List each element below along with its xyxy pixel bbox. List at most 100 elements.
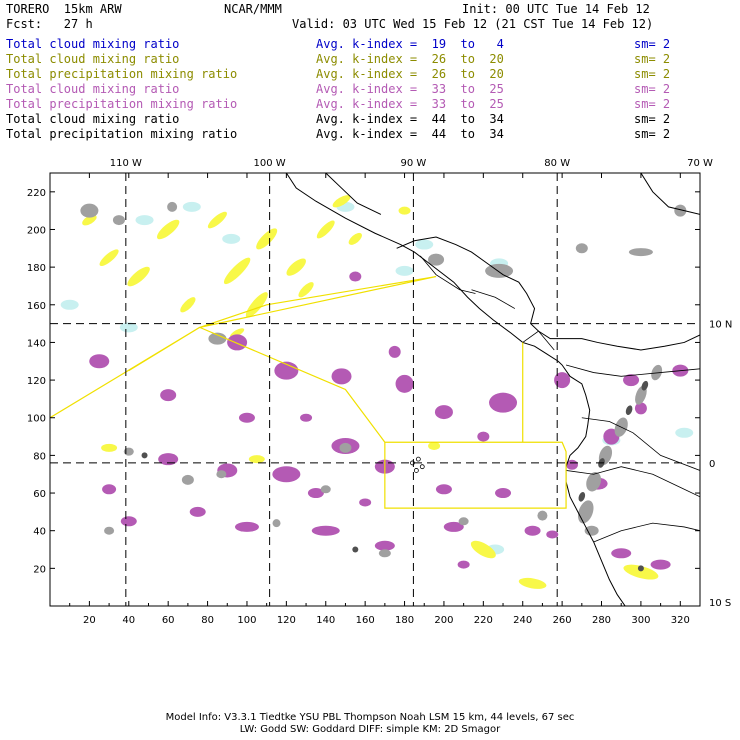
x-tick-label: 100 [237, 615, 256, 626]
legend-field: Total cloud mixing ratio [6, 82, 180, 96]
legend-smoothing: sm= 2 [634, 82, 671, 96]
country-border [522, 330, 555, 351]
valid-time: Valid: 03 UTC Wed 15 Feb 12 (21 CST Tue … [292, 17, 654, 31]
coastline [396, 236, 700, 351]
precip-light-streak [245, 292, 268, 318]
cloud-gray-blob [123, 447, 134, 456]
plot-frame [49, 172, 701, 607]
y-tick-label: 100 [27, 414, 46, 425]
legend-smoothing: sm= 2 [634, 67, 671, 81]
legend-smoothing: sm= 2 [634, 52, 671, 66]
y-tick-label: 160 [27, 301, 46, 312]
init-time: Init: 00 UTC Tue 14 Feb 12 [462, 2, 650, 16]
precip-moderate-blob [623, 374, 640, 387]
latitude-label: 10 N [709, 320, 732, 331]
precip-light-streak [470, 540, 496, 559]
cloud-gray-blob [537, 510, 548, 521]
precip-light-streak [82, 214, 97, 226]
country-border [471, 289, 516, 309]
legend-row: Total cloud mixing ratio Avg. k-index = 3… [6, 82, 736, 97]
precip-light-streak [316, 220, 335, 239]
cloud-light-patch [415, 239, 434, 250]
y-tick-label: 40 [33, 527, 46, 538]
cloud-gray-blob [584, 525, 599, 536]
cloud-light-patch [119, 322, 138, 333]
precip-moderate-blob [374, 540, 395, 551]
andes-cloud-band [586, 472, 602, 492]
y-tick-label: 140 [27, 338, 46, 349]
country-border [581, 417, 700, 471]
x-tick-label: 320 [671, 615, 690, 626]
cloud-gray-blob [674, 204, 687, 217]
country-border [419, 255, 476, 294]
precip-moderate-blob [457, 560, 470, 569]
x-tick-label: 280 [592, 615, 611, 626]
legend-kindex: Avg. k-index = 33 to 25 [316, 82, 504, 96]
legend-row: Total cloud mixing ratio Avg. k-index = 4… [6, 112, 736, 127]
precip-moderate-blob [565, 459, 578, 470]
cloud-gray-blob [104, 526, 115, 535]
deep-convection-core [625, 405, 633, 416]
precip-moderate-blob [489, 392, 518, 413]
longitude-label: 110 W [110, 158, 142, 169]
cloud-gray-blob [80, 203, 99, 218]
precip-moderate-blob [359, 498, 372, 507]
precip-moderate-blob [160, 389, 177, 402]
model-info-line2: LW: Godd SW: Goddard DIFF: simple KM: 2D… [239, 724, 501, 735]
longitude-label: 70 W [687, 158, 713, 169]
country-border [566, 466, 700, 498]
precip-moderate-blob [300, 413, 313, 422]
y-tick-label: 200 [27, 225, 46, 236]
x-tick-label: 60 [162, 615, 175, 626]
cloud-gray-blob [575, 243, 588, 254]
cloud-light-patch [222, 233, 241, 244]
precip-moderate-blob [634, 402, 647, 415]
precip-moderate-blob [546, 530, 559, 539]
legend-kindex: Avg. k-index = 26 to 20 [316, 67, 504, 81]
y-tick-label: 60 [33, 489, 46, 500]
country-border [593, 522, 700, 543]
precip-moderate-blob [524, 525, 541, 536]
precip-light-streak [518, 577, 547, 589]
x-tick-label: 260 [553, 615, 572, 626]
legend-field: Total precipitation mixing ratio [6, 67, 238, 81]
x-tick-label: 80 [201, 615, 214, 626]
cloud-gray-blob [485, 263, 514, 278]
legend-smoothing: sm= 2 [634, 97, 671, 111]
precip-light-streak [127, 266, 150, 287]
cloud-gray-blob [112, 215, 125, 226]
precip-moderate-blob [102, 484, 117, 495]
island-outline [413, 468, 419, 473]
longitude-label: 100 W [254, 158, 286, 169]
x-tick-label: 240 [513, 615, 532, 626]
precip-moderate-blob [443, 521, 464, 532]
precip-moderate-blob [349, 271, 362, 282]
cloud-gray-blob [628, 248, 653, 257]
model-title: TORERO 15km ARW [6, 2, 122, 16]
precip-moderate-blob [388, 345, 401, 358]
precip-moderate-blob [307, 488, 324, 499]
y-tick-label: 180 [27, 263, 46, 274]
precip-moderate-blob [611, 548, 632, 559]
cloud-gray-blob [320, 485, 331, 494]
coastline [285, 173, 626, 606]
x-tick-label: 40 [122, 615, 135, 626]
precip-moderate-blob [554, 372, 571, 389]
legend-field: Total cloud mixing ratio [6, 37, 180, 51]
deep-convection-core [141, 452, 148, 459]
island-outline [419, 464, 425, 470]
precip-light-streak [180, 297, 196, 313]
y-tick-label: 120 [27, 376, 46, 387]
precip-light-streak [348, 232, 362, 245]
map-layers [50, 173, 700, 606]
cloud-gray-blob [208, 332, 227, 345]
x-tick-label: 120 [277, 615, 296, 626]
precip-light-streak [428, 441, 441, 450]
precip-moderate-blob [227, 334, 248, 351]
coastline [325, 173, 382, 215]
coastline [640, 173, 700, 215]
legend-row: Total precipitation mixing ratio Avg. k-i… [6, 127, 736, 142]
x-tick-label: 220 [474, 615, 493, 626]
precip-light-streak [298, 282, 314, 298]
